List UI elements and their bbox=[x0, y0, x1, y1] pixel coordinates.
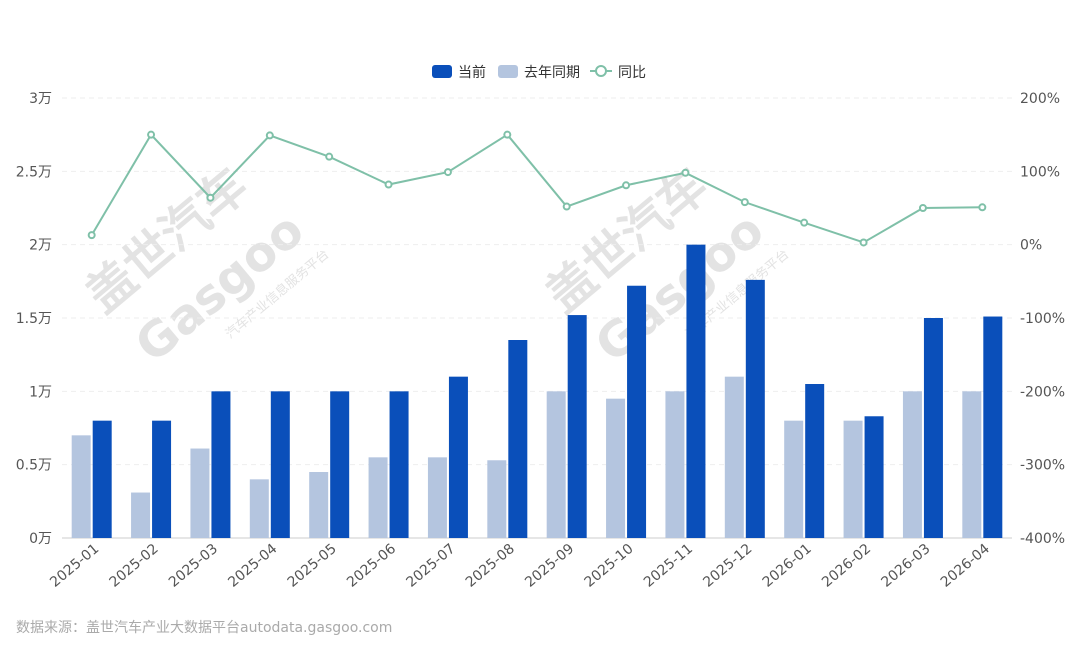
bar-current bbox=[92, 420, 112, 538]
bar-prev-year bbox=[368, 457, 388, 538]
x-tick-label: 2025-05 bbox=[285, 541, 340, 591]
bar-current bbox=[330, 391, 350, 538]
bar-prev-year bbox=[546, 391, 566, 538]
x-tick-label: 2025-12 bbox=[700, 541, 755, 591]
bar-prev-year bbox=[724, 376, 744, 538]
x-tick-label: 2026-02 bbox=[819, 541, 874, 591]
x-tick-label: 2025-04 bbox=[225, 541, 280, 591]
yoy-point bbox=[325, 152, 334, 161]
legend-swatch bbox=[498, 65, 518, 78]
right-tick-label: -400% bbox=[1020, 531, 1065, 547]
bar-current bbox=[864, 416, 884, 538]
bar-current bbox=[745, 279, 765, 538]
bar-prev-year bbox=[249, 479, 269, 538]
yoy-point bbox=[206, 193, 215, 202]
x-tick-label: 2025-09 bbox=[522, 541, 577, 591]
bar-current bbox=[508, 340, 528, 538]
x-tick-label: 2025-03 bbox=[166, 541, 221, 591]
bar-current bbox=[211, 391, 231, 538]
left-tick-label: 0.5万 bbox=[16, 458, 52, 474]
yoy-point bbox=[87, 231, 96, 240]
legend[interactable]: 当前 去年同期 同比 bbox=[432, 64, 646, 81]
bar-current bbox=[567, 315, 587, 538]
yoy-point bbox=[443, 168, 452, 177]
left-axis: 0万 0.5万 1万 1.5万 2万 2.5万 3万 bbox=[16, 91, 52, 547]
left-tick-label: 3万 bbox=[29, 91, 52, 107]
bar-current bbox=[686, 244, 706, 538]
x-tick-label: 2025-06 bbox=[344, 541, 399, 591]
bar-current bbox=[448, 376, 468, 538]
yoy-point bbox=[622, 181, 631, 190]
yoy-point bbox=[562, 202, 571, 211]
bar-prev-year bbox=[962, 391, 982, 538]
bar-prev-year bbox=[843, 420, 863, 538]
bar-current bbox=[983, 316, 1003, 538]
left-tick-label: 2.5万 bbox=[16, 164, 52, 180]
line-layer bbox=[87, 130, 987, 247]
source-note: 数据来源：盖世汽车产业大数据平台autodata.gasgoo.com bbox=[16, 620, 393, 636]
legend-label: 去年同期 bbox=[524, 65, 580, 81]
legend-item-current[interactable]: 当前 bbox=[432, 64, 486, 81]
bar-prev-year bbox=[665, 391, 685, 538]
yoy-line bbox=[90, 133, 983, 244]
legend-swatch bbox=[432, 65, 452, 78]
bar-prev-year bbox=[71, 435, 91, 538]
x-tick-label: 2026-04 bbox=[938, 541, 993, 591]
x-tick-label: 2025-08 bbox=[463, 541, 518, 591]
legend-item-yoy[interactable]: 同比 bbox=[590, 65, 646, 81]
bar-current bbox=[270, 391, 290, 538]
left-tick-label: 1万 bbox=[29, 384, 52, 400]
bar-prev-year bbox=[131, 492, 151, 538]
yoy-point bbox=[265, 131, 274, 140]
bar-current bbox=[805, 384, 825, 538]
bar-prev-year bbox=[902, 391, 922, 538]
bar-prev-year bbox=[487, 460, 507, 538]
bar-prev-year bbox=[309, 472, 329, 538]
bar-layer bbox=[71, 244, 1003, 538]
yoy-point bbox=[740, 198, 749, 207]
yoy-point bbox=[800, 218, 809, 227]
x-tick-label: 2025-11 bbox=[641, 541, 696, 591]
bar-prev-year bbox=[190, 448, 210, 538]
x-tick-label: 2026-03 bbox=[878, 541, 933, 591]
bar-prev-year bbox=[427, 457, 447, 538]
right-tick-label: 100% bbox=[1020, 164, 1060, 180]
x-tick-label: 2026-01 bbox=[760, 541, 815, 591]
legend-marker bbox=[595, 65, 607, 77]
x-axis: 2025-01 2025-02 2025-03 2025-04 2025-05 2025-… bbox=[47, 541, 993, 591]
legend-item-prev-year[interactable]: 去年同期 bbox=[498, 65, 580, 81]
bar-current bbox=[627, 285, 647, 538]
legend-label: 当前 bbox=[458, 64, 486, 81]
yoy-point bbox=[681, 168, 690, 177]
left-tick-label: 1.5万 bbox=[16, 311, 52, 327]
yoy-point bbox=[503, 130, 512, 139]
right-tick-label: 200% bbox=[1020, 91, 1060, 107]
right-tick-label: -300% bbox=[1020, 458, 1065, 474]
bar-current bbox=[389, 391, 409, 538]
yoy-point bbox=[384, 180, 393, 189]
left-tick-label: 2万 bbox=[29, 238, 52, 254]
x-tick-label: 2025-10 bbox=[582, 541, 637, 591]
bar-current bbox=[923, 318, 943, 538]
left-tick-label: 0万 bbox=[29, 531, 52, 547]
right-tick-label: 0% bbox=[1020, 238, 1042, 254]
x-tick-label: 2025-01 bbox=[47, 541, 102, 591]
yoy-point bbox=[978, 203, 987, 212]
yoy-point bbox=[859, 238, 868, 247]
bar-prev-year bbox=[784, 420, 804, 538]
x-tick-label: 2025-07 bbox=[403, 541, 458, 591]
right-tick-label: -100% bbox=[1020, 311, 1065, 327]
right-tick-label: -200% bbox=[1020, 384, 1065, 400]
legend-label: 同比 bbox=[618, 65, 646, 81]
right-axis: -400% -300% -200% -100% 0% 100% 200% bbox=[1020, 91, 1065, 547]
yoy-point bbox=[918, 204, 927, 212]
bar-current bbox=[152, 420, 172, 538]
bar-prev-year bbox=[606, 398, 626, 538]
yoy-point bbox=[147, 130, 156, 139]
x-tick-label: 2025-02 bbox=[107, 541, 162, 591]
